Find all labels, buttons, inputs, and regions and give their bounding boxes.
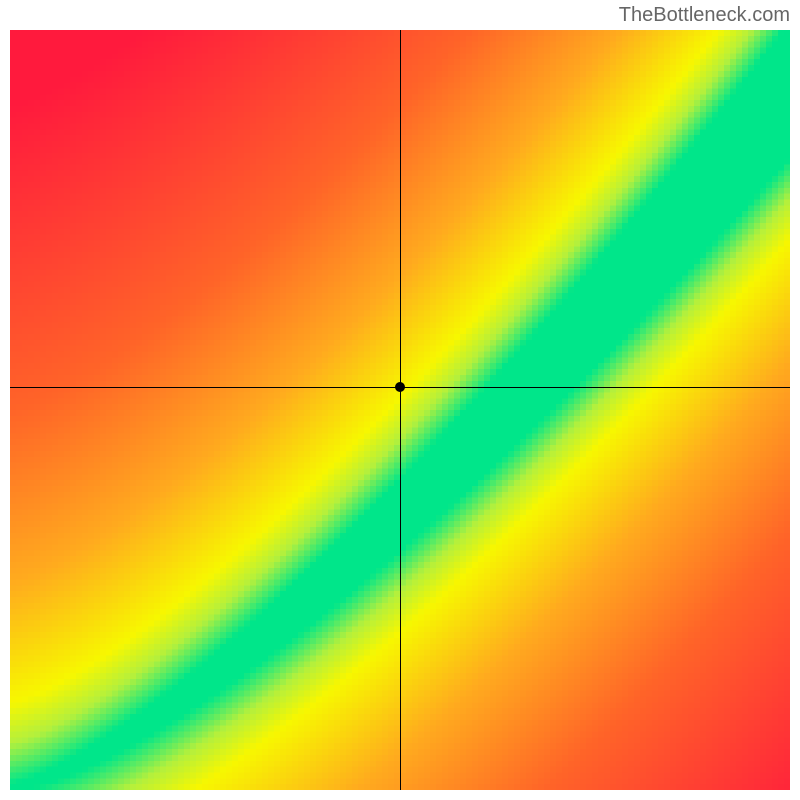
crosshair-marker [395, 382, 405, 392]
heatmap-chart [10, 30, 790, 790]
watermark-text: TheBottleneck.com [619, 4, 790, 27]
crosshair-vertical [400, 30, 401, 790]
